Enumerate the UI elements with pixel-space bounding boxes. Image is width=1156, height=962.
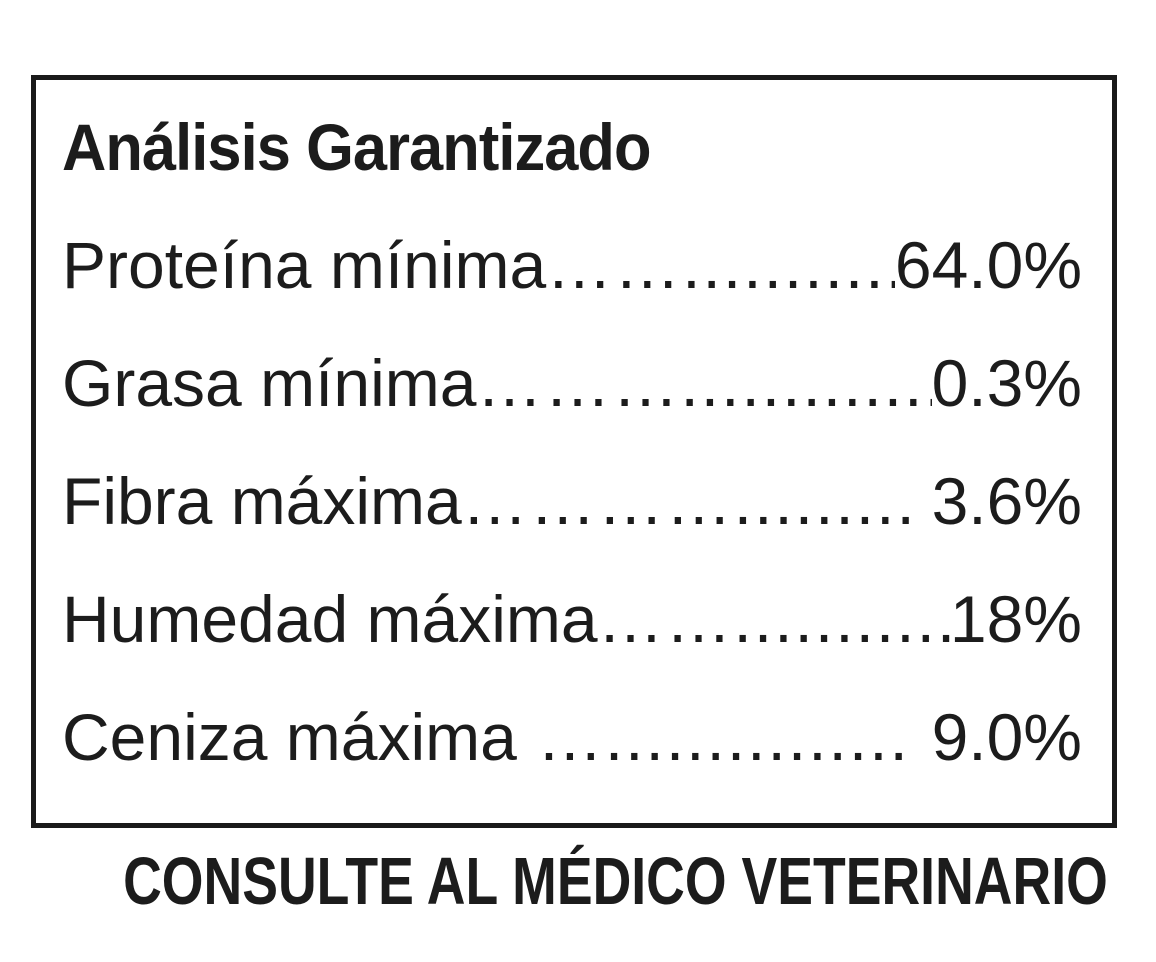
analysis-row-humedad-maxima: Humedad máxima …….......................…	[62, 560, 1082, 678]
analysis-row-fibra-maxima: Fibra máxima ………….......................…	[62, 442, 1082, 560]
nutrient-label: Fibra máxima	[62, 464, 462, 538]
dot-leader: …...............…..............	[536, 700, 914, 774]
guaranteed-analysis-panel: Análisis Garantizado Proteína mínima …….…	[31, 75, 1117, 828]
analysis-row-proteina-minima: Proteína mínima ……......................…	[62, 206, 1082, 324]
dot-leader: ……..............................	[546, 228, 895, 302]
panel-title: Análisis Garantizado	[62, 110, 651, 184]
nutrient-value: 18%	[949, 582, 1082, 656]
analysis-row-grasa-minima: Grasa mínima ………........................…	[62, 324, 1082, 442]
nutrient-value: 9.0%	[931, 700, 1082, 774]
nutrient-value: 3.6%	[931, 464, 1082, 538]
nutrient-label: Ceniza máxima	[62, 700, 517, 774]
veterinary-notice-text: CONSULTE AL MÉDICO VETERINARIO	[123, 844, 1108, 919]
nutrient-label: Proteína mínima	[62, 228, 547, 302]
dot-leader: …………..........................	[461, 464, 914, 538]
nutrient-value: 0.3%	[931, 346, 1082, 420]
analysis-row-ceniza-maxima: Ceniza máxima …...............….........…	[62, 678, 1082, 796]
nutrient-label: Humedad máxima	[62, 582, 598, 656]
nutrient-label: Grasa mínima	[62, 346, 477, 420]
dot-leader: ………............................	[476, 346, 931, 420]
veterinary-notice: CONSULTE AL MÉDICO VETERINARIO	[0, 842, 1156, 922]
dot-leader: ……..............................	[597, 582, 950, 656]
nutrient-value: 64.0%	[894, 228, 1082, 302]
